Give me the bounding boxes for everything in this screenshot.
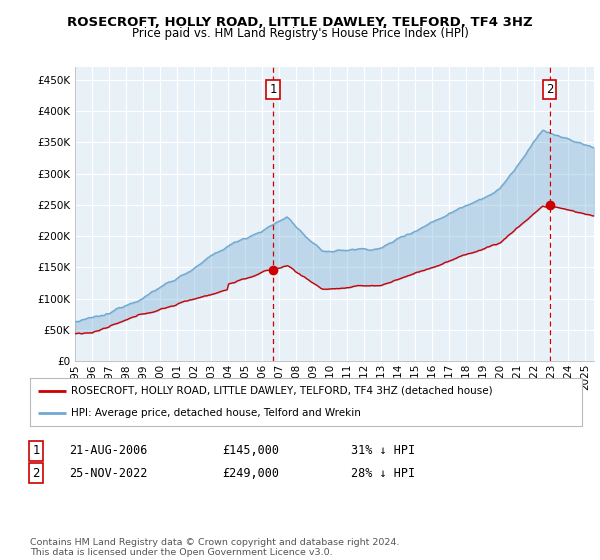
Text: 2: 2	[32, 466, 40, 480]
Text: 1: 1	[269, 82, 277, 96]
Text: 1: 1	[32, 444, 40, 458]
Text: Price paid vs. HM Land Registry's House Price Index (HPI): Price paid vs. HM Land Registry's House …	[131, 27, 469, 40]
Text: 25-NOV-2022: 25-NOV-2022	[69, 466, 148, 480]
Text: 31% ↓ HPI: 31% ↓ HPI	[351, 444, 415, 458]
Text: HPI: Average price, detached house, Telford and Wrekin: HPI: Average price, detached house, Telf…	[71, 408, 361, 418]
Text: ROSECROFT, HOLLY ROAD, LITTLE DAWLEY, TELFORD, TF4 3HZ (detached house): ROSECROFT, HOLLY ROAD, LITTLE DAWLEY, TE…	[71, 386, 493, 396]
Text: 21-AUG-2006: 21-AUG-2006	[69, 444, 148, 458]
Text: 28% ↓ HPI: 28% ↓ HPI	[351, 466, 415, 480]
Text: £249,000: £249,000	[222, 466, 279, 480]
Text: 2: 2	[546, 82, 554, 96]
Text: Contains HM Land Registry data © Crown copyright and database right 2024.
This d: Contains HM Land Registry data © Crown c…	[30, 538, 400, 557]
Text: £145,000: £145,000	[222, 444, 279, 458]
Text: ROSECROFT, HOLLY ROAD, LITTLE DAWLEY, TELFORD, TF4 3HZ: ROSECROFT, HOLLY ROAD, LITTLE DAWLEY, TE…	[67, 16, 533, 29]
